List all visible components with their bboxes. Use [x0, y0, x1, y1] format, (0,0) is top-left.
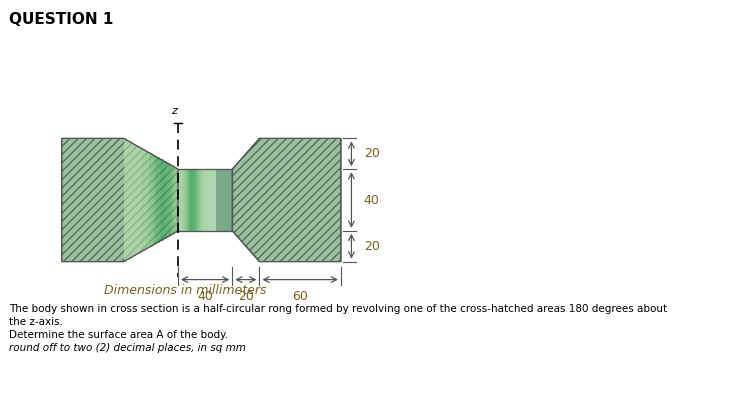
Bar: [178, 169, 180, 231]
Bar: [171, 165, 174, 235]
Text: The body shown in cross section is a half-circular rong formed by revolving one : The body shown in cross section is a hal…: [9, 304, 667, 314]
Text: 40: 40: [364, 194, 380, 206]
Bar: [189, 169, 191, 231]
Text: round off to two (2) decimal places, in sq mm: round off to two (2) decimal places, in …: [9, 343, 246, 353]
Bar: [156, 157, 160, 243]
Polygon shape: [232, 139, 341, 262]
Text: 40: 40: [197, 290, 213, 303]
Text: QUESTION 1: QUESTION 1: [9, 12, 113, 27]
Bar: [160, 159, 164, 241]
Text: the z-axis.: the z-axis.: [9, 317, 63, 327]
Bar: [180, 169, 182, 231]
Bar: [212, 169, 214, 231]
Bar: [188, 169, 189, 231]
Bar: [186, 169, 188, 231]
Bar: [131, 143, 135, 257]
Bar: [197, 169, 199, 231]
Bar: [201, 169, 203, 231]
Bar: [182, 169, 184, 231]
Bar: [124, 139, 127, 262]
Text: 20: 20: [238, 290, 254, 303]
Bar: [145, 151, 149, 249]
Text: Dimensions in millimeters: Dimensions in millimeters: [104, 284, 266, 297]
Bar: [206, 169, 209, 231]
Bar: [135, 145, 138, 255]
Bar: [203, 169, 205, 231]
Bar: [214, 169, 216, 231]
Bar: [167, 163, 171, 237]
Bar: [127, 141, 131, 259]
Polygon shape: [62, 139, 178, 262]
FancyBboxPatch shape: [178, 169, 232, 231]
Bar: [195, 169, 197, 231]
Bar: [184, 169, 186, 231]
Text: 20: 20: [364, 147, 380, 160]
Bar: [209, 169, 210, 231]
Bar: [138, 147, 142, 253]
Text: 20: 20: [364, 240, 380, 252]
Bar: [193, 169, 195, 231]
Bar: [149, 153, 153, 247]
Bar: [164, 161, 167, 239]
Bar: [199, 169, 201, 231]
Text: Determine the surface area A of the body.: Determine the surface area A of the body…: [9, 330, 228, 340]
Bar: [210, 169, 212, 231]
Bar: [142, 149, 145, 251]
Bar: [153, 155, 156, 245]
Bar: [205, 169, 206, 231]
Text: 60: 60: [292, 290, 308, 303]
Bar: [191, 169, 193, 231]
Bar: [174, 167, 178, 233]
Text: z: z: [171, 106, 177, 116]
